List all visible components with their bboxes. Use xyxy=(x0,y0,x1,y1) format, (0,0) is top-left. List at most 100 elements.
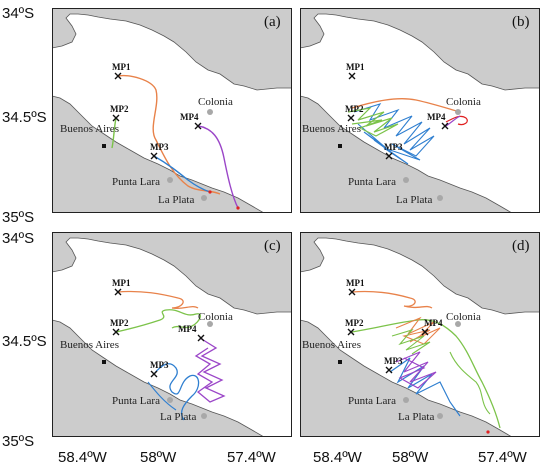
y-axis-label-34-5s-top: 34.5ºS xyxy=(2,109,47,126)
panel-d-punta-lara-marker xyxy=(403,397,409,403)
panel-d-mp4-marker xyxy=(421,328,429,336)
panel-c-buenos-aires-marker xyxy=(102,360,106,364)
panel-c-mp2-label: MP2 xyxy=(110,318,129,328)
panel-d-mp3-marker xyxy=(385,366,393,374)
panel-b-buenos-aires-marker xyxy=(338,144,342,148)
panel-c-basemap xyxy=(52,232,292,437)
panel-d-mp4-label: MP4 xyxy=(424,318,443,328)
panel-b-la-plata-marker xyxy=(437,195,443,201)
panel-d-green-trajectory xyxy=(351,319,501,429)
panel-d-colonia-label: Colonia xyxy=(446,311,481,323)
panel-a-mp4-label: MP4 xyxy=(180,112,199,122)
panel-b-la-plata-label: La Plata xyxy=(396,194,432,206)
panel-d-orange-cluster xyxy=(395,316,441,345)
panel-a-mp2-marker xyxy=(112,114,120,122)
panel-a-tag: (a) xyxy=(264,14,281,30)
panel-c-tag: (c) xyxy=(264,238,281,254)
panel-b-purple-trajectory xyxy=(445,115,461,127)
panel-d-tag: (d) xyxy=(512,238,530,254)
panel-d: (d) MP1 MP2 MP3 MP4 Colonia Buenos Aires… xyxy=(300,232,540,437)
panel-c-la-plata-marker xyxy=(201,413,207,419)
panel-d-green-cluster xyxy=(391,328,431,355)
panel-a-end-marker xyxy=(208,190,212,194)
panel-b-mp2-label: MP2 xyxy=(345,104,364,114)
panel-d-mp3-label: MP3 xyxy=(384,356,403,366)
panel-d-punta-lara-label: Punta Lara xyxy=(348,395,396,407)
panel-b-buenos-aires-label: Buenos Aires xyxy=(302,123,361,135)
y-axis-label-34-5s-bottom: 34.5ºS xyxy=(2,333,47,350)
panel-c-mp1-label: MP1 xyxy=(112,278,131,288)
panel-a-mp3-marker xyxy=(150,152,158,160)
panel-c: (c) MP1 MP2 MP3 MP4 Colonia Buenos Aires… xyxy=(52,232,292,437)
panel-a-la-plata-label: La Plata xyxy=(158,194,194,206)
panel-c-mp3-marker xyxy=(150,370,158,378)
panel-b-colonia-label: Colonia xyxy=(446,96,481,108)
panel-b: (b) MP1 MP2 MP3 MP4 Colonia Buenos Aires… xyxy=(300,8,540,213)
panel-d-mp2-marker xyxy=(347,328,355,336)
panel-a-buenos-aires-marker xyxy=(102,144,106,148)
panel-c-mp3-label: MP3 xyxy=(150,360,169,370)
panel-d-mp1-label: MP1 xyxy=(346,278,365,288)
panel-d-buenos-aires-marker xyxy=(338,360,342,364)
panel-a-colonia-label: Colonia xyxy=(198,96,233,108)
panel-c-cyan-trajectory xyxy=(147,381,177,411)
panel-d-la-plata-marker xyxy=(437,413,443,419)
panel-b-punta-lara-marker xyxy=(403,177,409,183)
panel-a-la-plata-marker xyxy=(201,195,207,201)
panel-a-mp1-marker xyxy=(114,72,122,80)
panel-b-mp3-label: MP3 xyxy=(384,142,403,152)
panel-c-la-plata-label: La Plata xyxy=(160,411,196,423)
panel-a-punta-lara-marker xyxy=(167,177,173,183)
y-axis-label-34s-top: 34ºS xyxy=(2,5,34,22)
panel-b-mp2-marker xyxy=(347,114,355,122)
panel-b-tag: (b) xyxy=(512,14,530,30)
panel-a-purple-trajectory xyxy=(197,125,239,209)
panel-b-mp3-marker xyxy=(385,152,393,160)
panel-a-basemap xyxy=(52,8,292,213)
panel-d-orange-trajectory xyxy=(351,290,433,309)
panel-b-punta-lara-label: Punta Lara xyxy=(348,176,396,188)
panel-a-blue-trajectory xyxy=(153,155,211,193)
panel-a-punta-lara-label: Punta Lara xyxy=(112,176,160,188)
panel-b-green-trajectory xyxy=(347,107,399,137)
panel-a-mp3-label: MP3 xyxy=(150,142,169,152)
y-axis-label-34s-bottom: 34ºS xyxy=(2,230,34,247)
y-axis-label-35s-top: 35ºS xyxy=(2,209,34,226)
panel-d-la-plata-label: La Plata xyxy=(398,411,434,423)
panel-b-mp1-label: MP1 xyxy=(346,62,365,72)
panel-b-colonia-marker xyxy=(455,109,461,115)
x-axis-label-57-4w-left: 57.4ºW xyxy=(227,449,277,466)
panel-d-mp1-marker xyxy=(348,288,356,296)
panel-a-orange-trajectory xyxy=(117,74,221,195)
panel-c-orange-trajectory xyxy=(117,290,199,310)
panel-c-mp4-marker xyxy=(197,334,205,342)
panel-c-green-trajectory xyxy=(115,309,201,333)
panel-d-green-tail xyxy=(449,351,491,415)
panel-d-buenos-aires-label: Buenos Aires xyxy=(302,339,361,351)
panel-c-blue-trajectory xyxy=(153,363,200,421)
panel-d-end-marker xyxy=(486,430,490,434)
panel-c-mp4-label: MP4 xyxy=(178,324,197,334)
panel-c-mp1-marker xyxy=(114,288,122,296)
panel-c-buenos-aires-label: Buenos Aires xyxy=(60,339,119,351)
panel-a-mp1-label: MP1 xyxy=(112,62,131,72)
y-axis-label-35s-bottom: 35ºS xyxy=(2,433,34,450)
panel-d-basemap xyxy=(300,232,540,437)
panel-c-punta-lara-label: Punta Lara xyxy=(112,395,160,407)
panel-a-colonia-marker xyxy=(207,109,213,115)
x-axis-label-57-4w-right: 57.4ºW xyxy=(478,449,528,466)
panel-b-red-trajectory xyxy=(445,115,468,126)
panel-b-basemap xyxy=(300,8,540,213)
panel-c-purple-trajectory xyxy=(194,337,226,403)
panel-b-mp1-marker xyxy=(348,72,356,80)
panel-d-purple-trajectory xyxy=(395,351,437,389)
panel-a: (a) MP1 MP2 MP3 MP4 Colonia Buenos Aires… xyxy=(52,8,292,213)
panel-a-buenos-aires-label: Buenos Aires xyxy=(60,123,119,135)
panel-d-colonia-marker xyxy=(455,321,461,327)
panel-a-mp2-label: MP2 xyxy=(110,104,129,114)
panel-a-mp4-marker xyxy=(194,122,202,130)
panel-c-colonia-marker xyxy=(207,321,213,327)
x-axis-label-58-4w-right: 58.4ºW xyxy=(313,449,363,466)
panel-b-orange-trajectory xyxy=(351,98,461,113)
panel-a-green-trajectory xyxy=(111,117,117,149)
